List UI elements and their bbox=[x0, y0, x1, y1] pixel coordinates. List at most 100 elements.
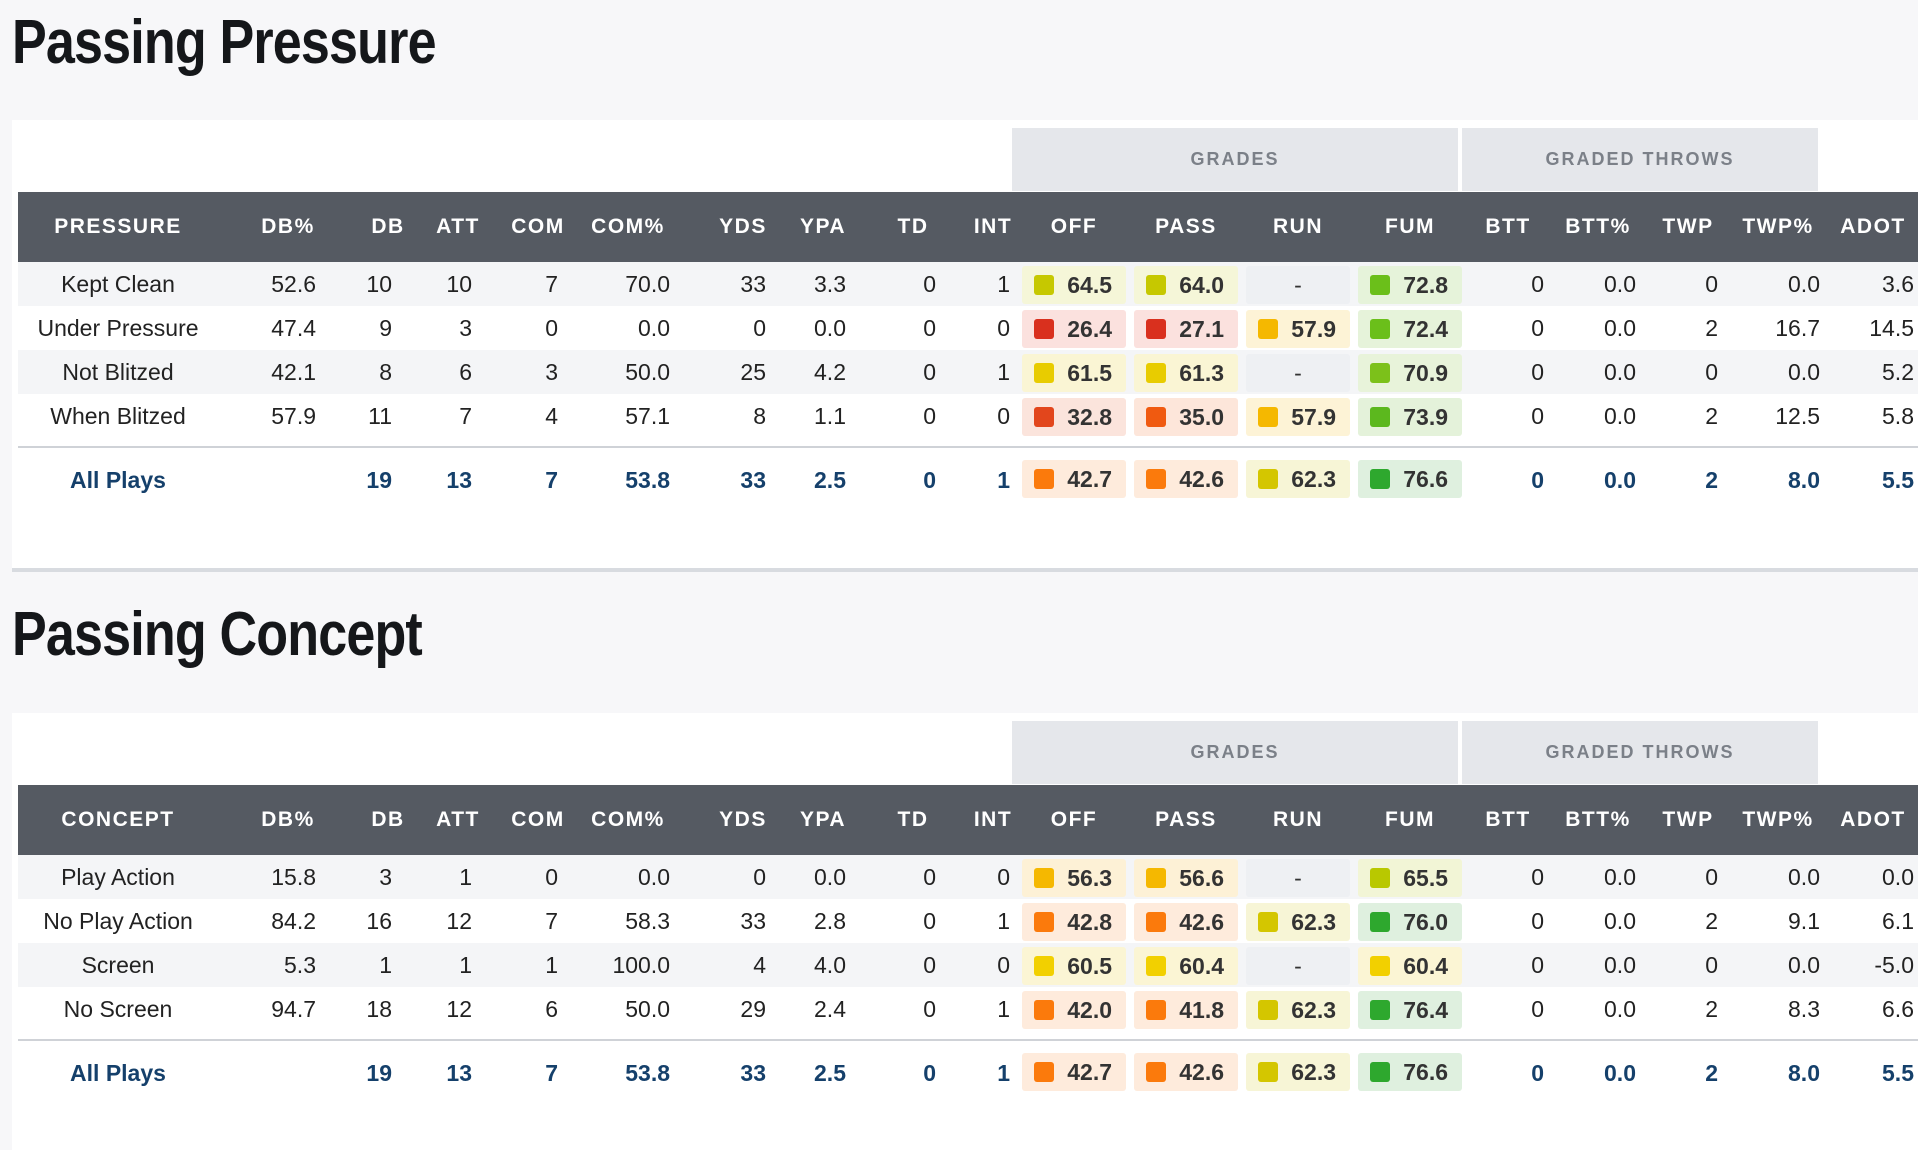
column-header-td[interactable]: TD bbox=[897, 215, 929, 238]
grade-color-swatch bbox=[1146, 1000, 1166, 1020]
grade-color-swatch bbox=[1146, 868, 1166, 888]
grade-color-swatch bbox=[1258, 469, 1278, 489]
grade-pass: 42.6 bbox=[1134, 903, 1238, 941]
cell-adot: 0.0 bbox=[1882, 863, 1914, 890]
column-header-com-pct[interactable]: COM% bbox=[591, 215, 665, 238]
cell-td: 0 bbox=[923, 402, 936, 429]
grade-color-swatch bbox=[1370, 1000, 1390, 1020]
cell-ypa: 2.8 bbox=[814, 907, 846, 934]
grade-pass: 42.6 bbox=[1134, 1053, 1238, 1091]
column-header-twp-pct[interactable]: TWP% bbox=[1742, 215, 1814, 238]
group-header-graded-throws: GRADED THROWS bbox=[1462, 721, 1818, 784]
column-header-att[interactable]: ATT bbox=[436, 808, 480, 831]
cell-adot: 5.5 bbox=[1882, 466, 1914, 493]
cell-att: 3 bbox=[459, 314, 472, 341]
grade-color-swatch bbox=[1034, 1000, 1054, 1020]
column-header-btt-pct[interactable]: BTT% bbox=[1565, 808, 1631, 831]
cell-yds: 33 bbox=[740, 270, 766, 297]
cell-com-pct: 70.0 bbox=[625, 270, 670, 297]
grade-value: 76.6 bbox=[1403, 1058, 1448, 1085]
column-header-db[interactable]: DB bbox=[371, 808, 405, 831]
column-header-db-pct[interactable]: DB% bbox=[261, 808, 315, 831]
grade-value: - bbox=[1294, 864, 1302, 891]
column-header-com-pct[interactable]: COM% bbox=[591, 808, 665, 831]
grade-run: - bbox=[1246, 859, 1350, 897]
cell-com: 3 bbox=[545, 358, 558, 385]
column-header-pass[interactable]: PASS bbox=[1155, 215, 1217, 238]
column-header-db-pct[interactable]: DB% bbox=[261, 215, 315, 238]
column-header-int[interactable]: INT bbox=[973, 215, 1013, 238]
cell-db-pct bbox=[218, 1041, 316, 1105]
cell-adot: 6.1 bbox=[1882, 907, 1914, 934]
grade-color-swatch bbox=[1258, 1000, 1278, 1020]
grade-value: 60.4 bbox=[1179, 952, 1224, 979]
cell-adot: -5.0 bbox=[1874, 951, 1914, 978]
cell-twp-pct: 0.0 bbox=[1788, 863, 1820, 890]
cell-att: 13 bbox=[446, 1059, 472, 1086]
cell-btt: 0 bbox=[1531, 314, 1544, 341]
grade-value: 72.8 bbox=[1403, 271, 1448, 298]
column-header-ypa[interactable]: YPA bbox=[799, 808, 847, 831]
grade-color-swatch bbox=[1370, 1062, 1390, 1082]
column-header-off[interactable]: OFF bbox=[1050, 808, 1098, 831]
cell-db: 1 bbox=[379, 951, 392, 978]
column-header-adot[interactable]: ADOT bbox=[1840, 215, 1906, 238]
cell-db-pct: 15.8 bbox=[271, 863, 316, 890]
cell-com: 1 bbox=[545, 951, 558, 978]
table-row: Play Action 15.8 3 1 0 0.0 0 0.0 0 0 56.3 56.6 - 65.5… bbox=[18, 855, 1918, 899]
grade-off: 56.3 bbox=[1022, 859, 1126, 897]
column-header-btt-pct[interactable]: BTT% bbox=[1565, 215, 1631, 238]
cell-twp: 2 bbox=[1705, 314, 1718, 341]
cell-adot: 14.5 bbox=[1869, 314, 1914, 341]
column-header-ypa[interactable]: YPA bbox=[799, 215, 847, 238]
grade-off: 60.5 bbox=[1022, 947, 1126, 985]
cell-yds: 0 bbox=[753, 863, 766, 890]
column-header-concept[interactable]: CONCEPT bbox=[61, 808, 175, 831]
column-header-twp[interactable]: TWP bbox=[1662, 215, 1714, 238]
cell-twp: 2 bbox=[1705, 1059, 1718, 1086]
column-header-pass[interactable]: PASS bbox=[1155, 808, 1217, 831]
cell-twp-pct: 8.0 bbox=[1788, 466, 1820, 493]
cell-adot: 5.8 bbox=[1882, 402, 1914, 429]
cell-btt-pct: 0.0 bbox=[1604, 863, 1636, 890]
column-header-fum[interactable]: FUM bbox=[1385, 215, 1435, 238]
column-header-td[interactable]: TD bbox=[897, 808, 929, 831]
column-header-twp-pct[interactable]: TWP% bbox=[1742, 808, 1814, 831]
cell-td: 0 bbox=[923, 907, 936, 934]
cell-twp-pct: 16.7 bbox=[1775, 314, 1820, 341]
column-header-off[interactable]: OFF bbox=[1050, 215, 1098, 238]
column-header-twp[interactable]: TWP bbox=[1662, 808, 1714, 831]
cell-com-pct: 50.0 bbox=[625, 995, 670, 1022]
column-header-adot[interactable]: ADOT bbox=[1840, 808, 1906, 831]
cell-adot: 5.2 bbox=[1882, 358, 1914, 385]
column-header-com[interactable]: COM bbox=[511, 808, 565, 831]
column-header-run[interactable]: RUN bbox=[1273, 808, 1323, 831]
column-header-yds[interactable]: YDS bbox=[719, 215, 767, 238]
column-header-db[interactable]: DB bbox=[371, 215, 405, 238]
section-title-passing-concept: Passing Concept bbox=[12, 600, 423, 669]
row-label: Screen bbox=[81, 951, 155, 978]
column-header-run[interactable]: RUN bbox=[1273, 215, 1323, 238]
grade-value: 56.3 bbox=[1067, 864, 1112, 891]
grade-value: 27.1 bbox=[1179, 315, 1224, 342]
grade-value: 65.5 bbox=[1403, 864, 1448, 891]
cell-int: 0 bbox=[997, 402, 1010, 429]
cell-btt: 0 bbox=[1531, 358, 1544, 385]
cell-att: 6 bbox=[459, 358, 472, 385]
column-header-att[interactable]: ATT bbox=[436, 215, 480, 238]
grade-off: 42.7 bbox=[1022, 1053, 1126, 1091]
column-header-btt[interactable]: BTT bbox=[1485, 808, 1531, 831]
grade-value: 42.6 bbox=[1179, 465, 1224, 492]
column-header-com[interactable]: COM bbox=[511, 215, 565, 238]
cell-att: 12 bbox=[446, 907, 472, 934]
column-header-fum[interactable]: FUM bbox=[1385, 808, 1435, 831]
column-header-yds[interactable]: YDS bbox=[719, 808, 767, 831]
cell-yds: 29 bbox=[740, 995, 766, 1022]
column-header-pressure[interactable]: PRESSURE bbox=[54, 215, 182, 238]
cell-com: 7 bbox=[545, 270, 558, 297]
grade-run: 57.9 bbox=[1246, 310, 1350, 348]
table-row: No Screen 94.7 18 12 6 50.0 29 2.4 0 1 42.0 41.8 62.… bbox=[18, 987, 1918, 1031]
column-header-btt[interactable]: BTT bbox=[1485, 215, 1531, 238]
grade-color-swatch bbox=[1146, 1062, 1166, 1082]
column-header-int[interactable]: INT bbox=[973, 808, 1013, 831]
